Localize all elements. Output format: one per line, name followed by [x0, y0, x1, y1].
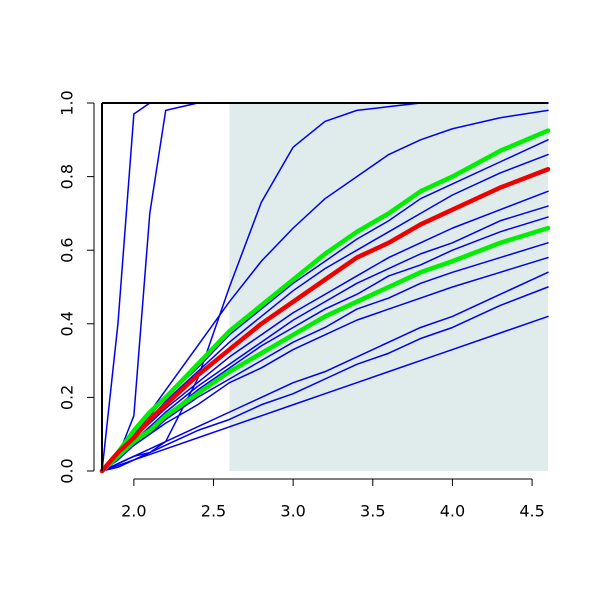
y-tick-label: 0.4: [58, 311, 77, 336]
x-tick-label: 2.0: [121, 502, 146, 521]
data-line: [101, 315, 549, 472]
y-tick-label: 0.2: [58, 385, 77, 410]
data-line: [99, 225, 551, 474]
data-line: [101, 271, 549, 472]
data-line: [101, 256, 549, 472]
data-line: [101, 286, 549, 472]
x-tick-label: 2.5: [201, 502, 226, 521]
x-tick-label: 4.5: [519, 502, 544, 521]
data-line: [99, 166, 551, 474]
y-tick-label: 1.0: [58, 90, 77, 115]
x-tick-label: 4.0: [440, 502, 465, 521]
data-line: [101, 139, 549, 472]
y-tick-label: 0.8: [58, 164, 77, 189]
y-tick-label: 0.0: [58, 458, 77, 483]
x-tick-label: 3.0: [280, 502, 305, 521]
data-line: [99, 128, 551, 474]
x-tick-label: 3.5: [360, 502, 385, 521]
y-tick-label: 0.6: [58, 237, 77, 262]
